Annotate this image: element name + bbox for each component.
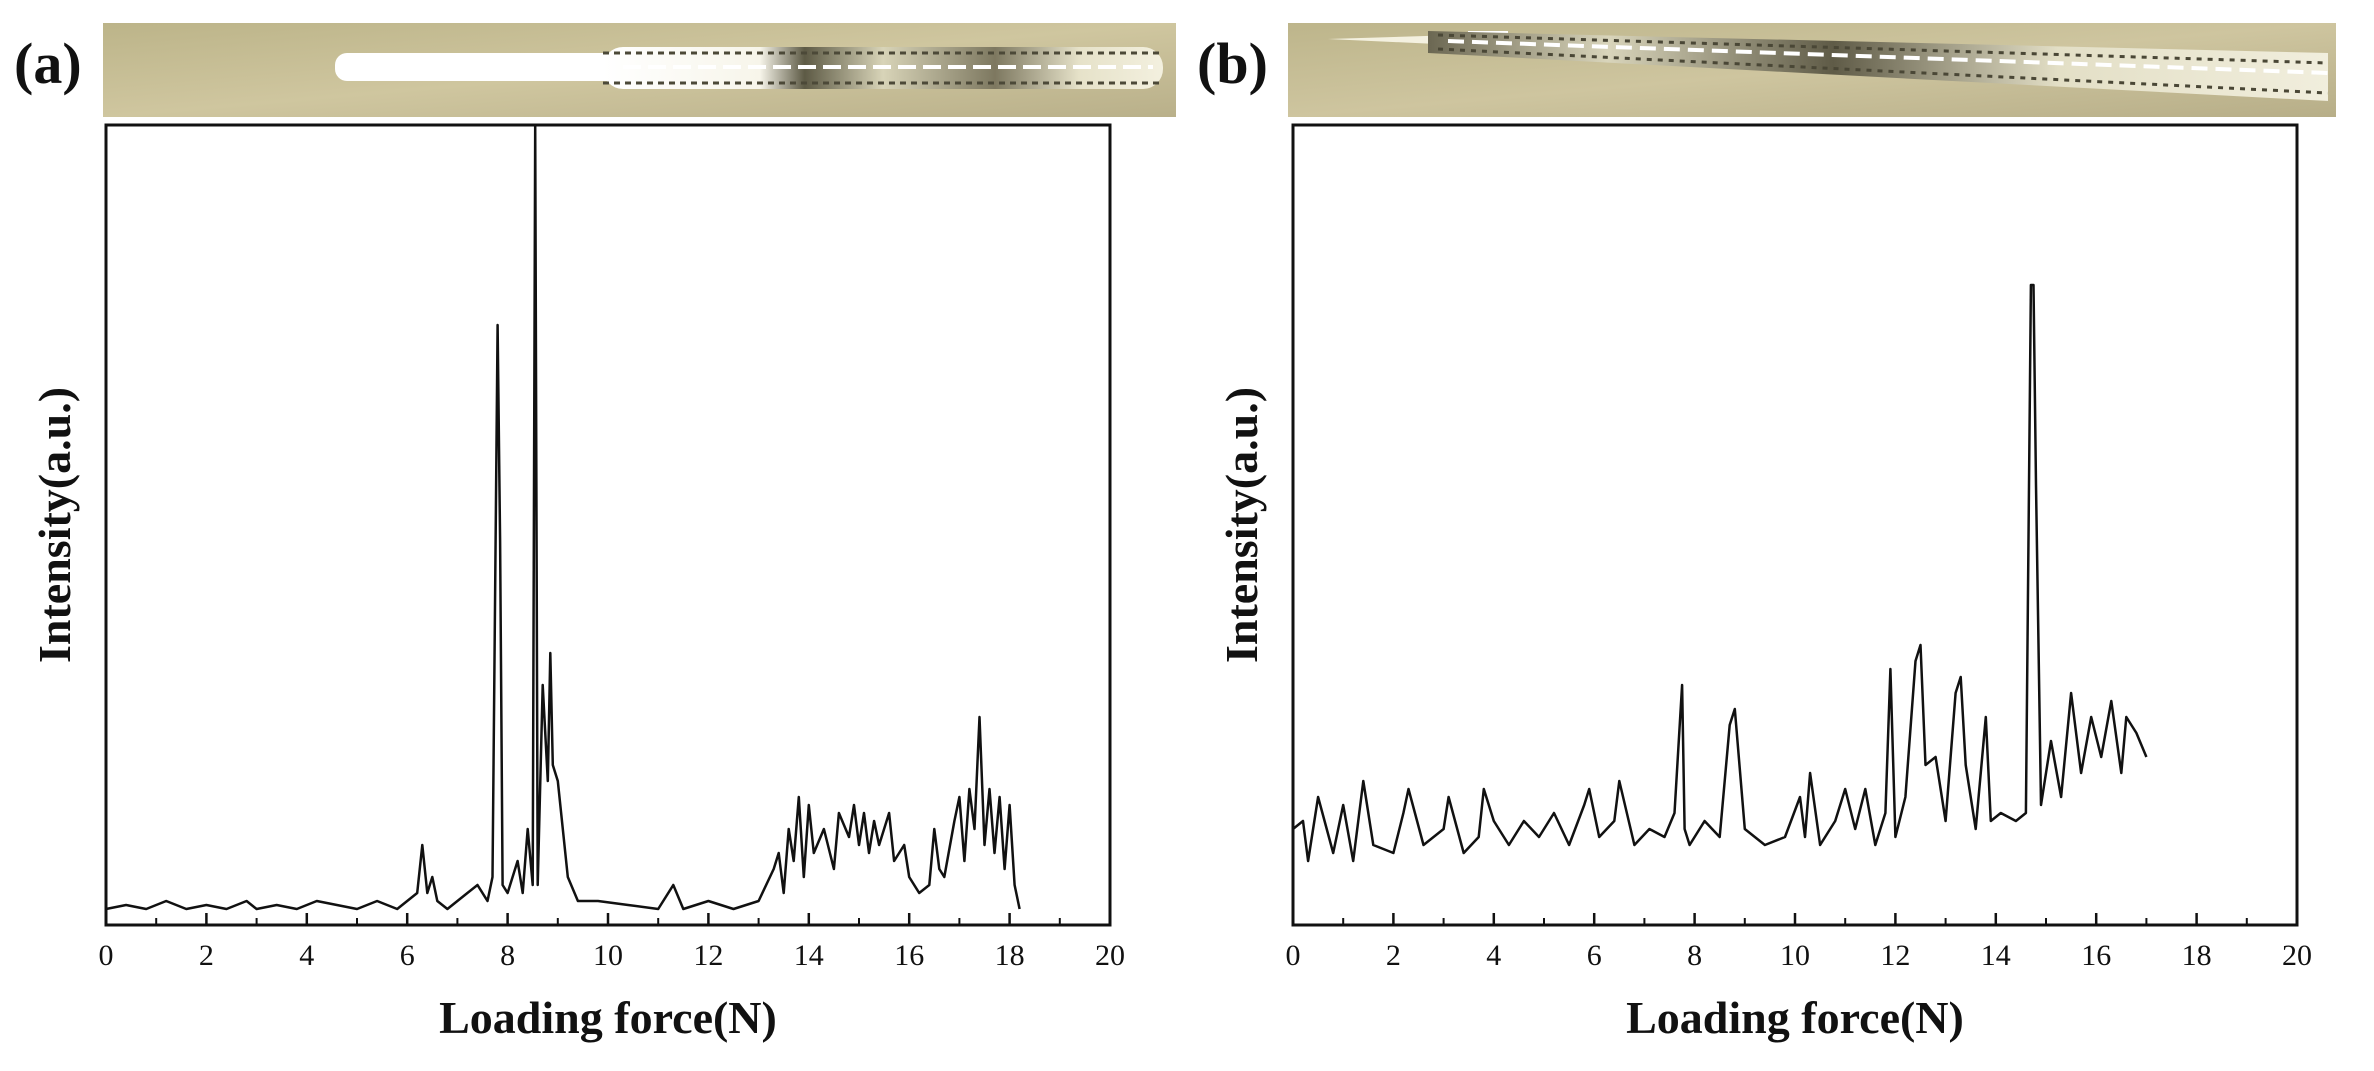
x-tick-label: 0: [1286, 939, 1301, 972]
x-tick-label: 4: [1486, 939, 1501, 972]
x-tick-label: 16: [2081, 939, 2111, 972]
x-axis-title: Loading force(N): [1626, 992, 1964, 1043]
series-line: [105, 123, 1021, 911]
x-tick-label: 10: [1780, 939, 1810, 972]
x-tick-label: 6: [400, 939, 415, 972]
x-tick-label: 2: [1386, 939, 1401, 972]
panel-label: (b): [1197, 31, 1268, 96]
scratch-track-micrograph: [103, 23, 1176, 117]
x-tick-label: 20: [2282, 939, 2312, 972]
x-tick-label: 6: [1587, 939, 1602, 972]
x-tick-label: 12: [693, 939, 723, 972]
y-axis-title: Intensity(a.u.): [29, 387, 80, 663]
panel-b: (b): [1187, 0, 2374, 1071]
x-axis-title: Loading force(N): [439, 992, 777, 1043]
y-axis-title: Intensity(a.u.): [1216, 387, 1267, 663]
plot-frame: [1291, 123, 2299, 927]
scratch-track-micrograph: [1288, 23, 2336, 117]
panel-a: (a): [14, 23, 1176, 117]
x-tick-label: 4: [299, 939, 314, 972]
panel-label: (a): [14, 31, 82, 96]
x-tick-label: 16: [894, 939, 924, 972]
x-tick-label: 20: [1095, 939, 1125, 972]
x-tick-label: 12: [1880, 939, 1910, 972]
x-tick-label: 0: [99, 939, 114, 972]
series-line: [1292, 283, 2148, 863]
chart-a: 0 2 4 6 8 10 12 14 16 18 20 Loading force(N) Intensi…: [29, 123, 1125, 1043]
x-tick-label: 14: [794, 939, 824, 972]
x-tick-label: 14: [1981, 939, 2011, 972]
x-tick-label: 18: [2182, 939, 2212, 972]
x-tick-label: 18: [995, 939, 1025, 972]
x-tick-label: 8: [1687, 939, 1702, 972]
x-tick-label: 8: [500, 939, 515, 972]
x-tick-label: 2: [199, 939, 214, 972]
x-tick-label: 10: [593, 939, 623, 972]
chart-b: 0 2 4 6 8 10 12 14 16 18 20 Loading force(N) Intensi…: [1216, 123, 2312, 1043]
